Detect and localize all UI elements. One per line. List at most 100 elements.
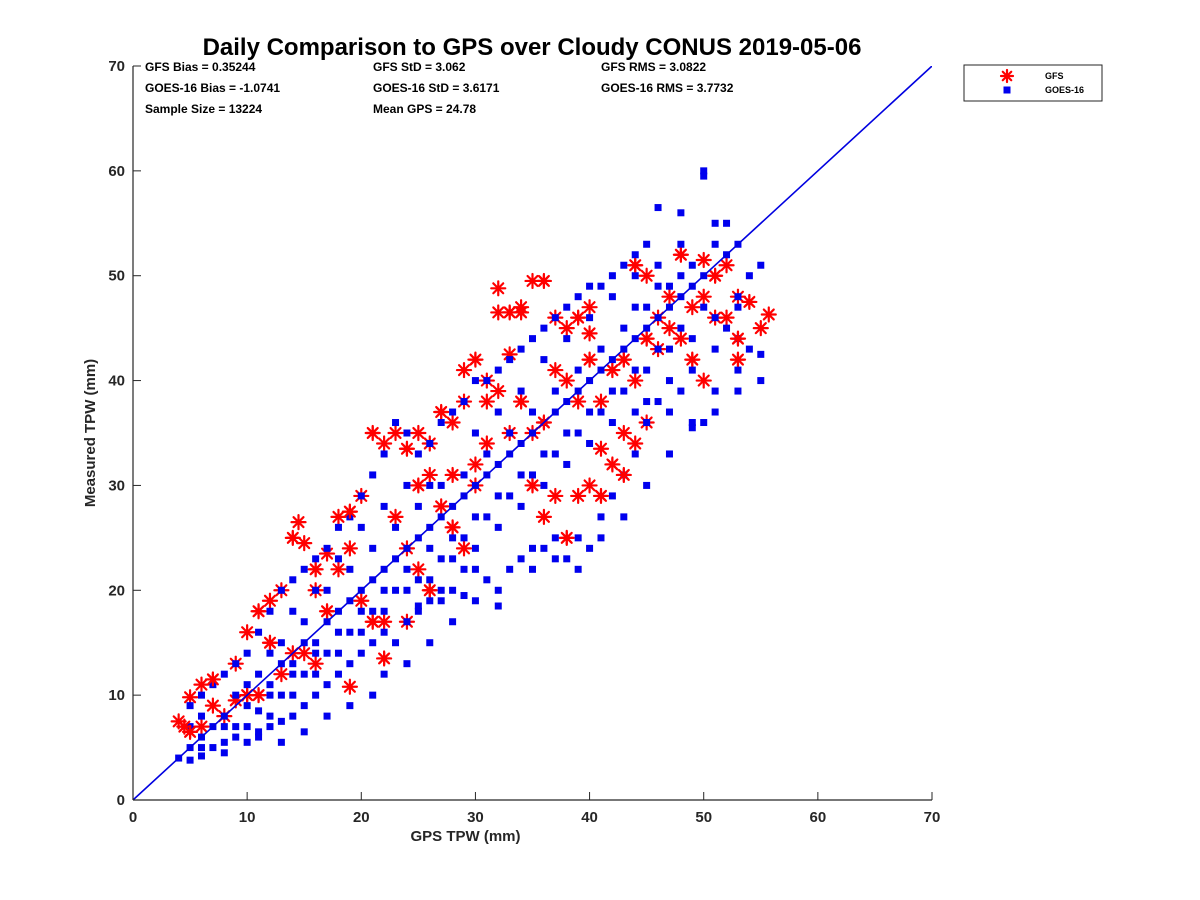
goes16-point (289, 712, 297, 720)
gfs-point (558, 372, 575, 389)
goes16-point (266, 607, 274, 615)
goes16-point (312, 670, 320, 678)
goes16-point (369, 544, 377, 552)
gfs-point (547, 361, 564, 379)
goes16-point (357, 649, 365, 657)
goes16-point (357, 607, 365, 615)
gfs-point (445, 520, 460, 535)
text-layer: GPS TPW (mm) Measured TPW (mm) Daily Compa… (82, 34, 861, 845)
goes16-point (654, 261, 662, 269)
goes16-point (357, 523, 365, 531)
gfs-point (422, 583, 437, 598)
gfs-point (387, 508, 404, 525)
gfs-point (760, 306, 777, 323)
goes16-point (631, 450, 639, 458)
goes16-point (449, 618, 457, 626)
goes16-point (471, 377, 479, 385)
gfs-point (290, 514, 307, 531)
gfs-point (592, 440, 610, 457)
gfs-point (261, 592, 279, 609)
goes16-point (631, 408, 639, 416)
goes16-point (597, 534, 605, 542)
gfs-point (571, 310, 586, 325)
goes16-point (255, 733, 263, 741)
goes16-point (334, 555, 342, 563)
x-axis-label: GPS TPW (mm) (410, 828, 520, 845)
goes16-point (529, 471, 536, 479)
goes16-point (529, 544, 536, 552)
gfs-point (308, 562, 323, 577)
gfs-point (251, 688, 266, 703)
legend-gfs-marker (999, 68, 1015, 84)
goes16-point (688, 261, 696, 269)
goes16-point (266, 649, 274, 657)
goes16-point (380, 586, 388, 594)
goes16-point (197, 712, 205, 720)
goes16-point (551, 450, 559, 458)
gfs-point (627, 372, 644, 389)
y-tick-label: 0 (117, 792, 125, 809)
goes16-point (460, 534, 468, 542)
gfs-point (638, 267, 655, 284)
goes16-point (380, 607, 388, 615)
goes16-point (243, 702, 251, 710)
gfs-point (615, 424, 632, 442)
goes16-point (334, 628, 342, 636)
goes16-point (506, 429, 514, 437)
gfs-point (581, 299, 598, 316)
goes16-point (437, 555, 445, 563)
goes16-point (631, 251, 639, 259)
goes16-point (529, 335, 536, 343)
x-tick-label: 60 (810, 809, 827, 826)
goes16-point (586, 282, 594, 290)
gfs-point (455, 361, 473, 379)
gfs-point (377, 651, 392, 666)
gfs-point (365, 614, 380, 629)
goes16-point (414, 502, 422, 510)
goes16-point (551, 534, 559, 542)
goes16-point (506, 356, 514, 364)
goes16-point (346, 660, 354, 668)
gfs-point (490, 280, 507, 297)
goes16-point (494, 586, 502, 594)
goes16-point (757, 377, 765, 385)
goes16-point (220, 670, 228, 678)
gfs-point (490, 382, 507, 400)
goes16-point (723, 324, 731, 332)
goes16-point (608, 492, 616, 500)
gfs-point (444, 414, 461, 431)
goes16-point (471, 429, 479, 437)
goes16-point (437, 419, 445, 427)
goes16-point (300, 702, 308, 710)
goes16-point (414, 450, 422, 458)
legend: GFS GOES-16 (963, 64, 1103, 102)
gfs-point (478, 435, 495, 452)
goes16-point (631, 303, 639, 311)
goes16-point (232, 660, 240, 668)
goes16-point (654, 282, 662, 290)
goes16-point (414, 576, 422, 584)
goes16-point (665, 282, 673, 290)
y-tick-label: 70 (108, 58, 125, 75)
goes16-point (586, 408, 594, 416)
legend-gfs-label: GFS (1045, 71, 1064, 81)
goes16-point (597, 408, 605, 416)
gfs-point (445, 467, 460, 483)
gfs-point (581, 325, 598, 342)
gfs-point (616, 467, 631, 483)
gfs-point (524, 272, 541, 290)
goes16-point (357, 628, 365, 636)
gfs-point (616, 352, 631, 367)
goes16-point (597, 282, 605, 290)
goes16-point (688, 335, 696, 343)
goes16-point (677, 209, 685, 217)
goes16-point (380, 670, 388, 678)
goes16-point (471, 513, 479, 521)
stat-text: GFS Bias = 0.35244 (145, 60, 256, 74)
goes16-point (197, 752, 205, 760)
gfs-point (181, 689, 199, 706)
goes16-point (300, 565, 308, 573)
goes16-point (266, 712, 274, 720)
goes16-point (380, 628, 388, 636)
